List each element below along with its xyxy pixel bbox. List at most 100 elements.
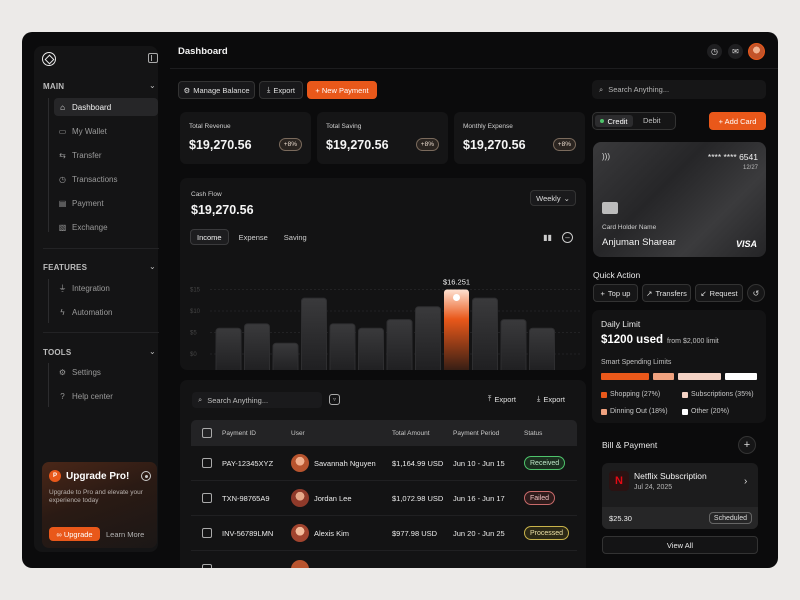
- sidebar-item-label: Transactions: [72, 174, 118, 184]
- cash-flow-value: $19,270.56: [191, 203, 254, 217]
- gear-icon: ⚙: [183, 85, 191, 95]
- tab-income[interactable]: Income: [190, 229, 229, 245]
- sidebar-collapse-icon[interactable]: [148, 53, 158, 63]
- column-header[interactable]: User: [291, 429, 305, 437]
- spending-bar-subscriptions: [678, 373, 721, 380]
- row-checkbox[interactable]: [201, 563, 212, 568]
- sidebar-item-automation[interactable]: ϟ Automation: [54, 303, 158, 321]
- bill-footer: $25.30 Scheduled: [602, 507, 758, 529]
- tab-expense[interactable]: Expense: [238, 232, 268, 242]
- bar[interactable]: [500, 319, 527, 370]
- more-icon[interactable]: –: [562, 232, 573, 243]
- sidebar-item-label: Help center: [72, 391, 113, 401]
- quick-action-title: Quick Action: [593, 270, 641, 280]
- tab-saving[interactable]: Saving: [283, 232, 307, 242]
- payment-period: Jun 10 - Jun 15: [453, 458, 505, 468]
- export-button[interactable]: ⤓ Export: [259, 81, 303, 99]
- bar[interactable]: [301, 297, 327, 370]
- spending-bar-other: [725, 373, 757, 380]
- sidebar-item-transfer[interactable]: ⇆ Transfer: [54, 146, 158, 164]
- upgrade-button[interactable]: ∞ Upgrade: [49, 527, 100, 541]
- bar[interactable]: [272, 342, 299, 370]
- chevron-down-icon[interactable]: ⌄: [149, 262, 156, 271]
- payments-table: Payment ID User Total Amount Payment Per…: [191, 420, 577, 568]
- row-checkbox[interactable]: [201, 493, 212, 503]
- column-header[interactable]: Payment ID: [222, 429, 256, 437]
- table-row[interactable]: PAY-12345XYZ Savannah Nguyen $1,164.99 U…: [191, 446, 577, 481]
- chevron-down-icon[interactable]: ⌄: [149, 347, 156, 356]
- bar[interactable]: [358, 327, 384, 370]
- table-search-input[interactable]: ⌕ Search Anything...: [192, 392, 322, 408]
- export-button[interactable]: ⤒ Export: [488, 394, 516, 404]
- bar[interactable]: [215, 327, 242, 370]
- column-header[interactable]: Total Amount: [392, 429, 430, 437]
- arrow-up-right-icon: ↗: [646, 288, 653, 298]
- top-up-button[interactable]: + Top up: [593, 284, 638, 302]
- status-badge: Scheduled: [708, 512, 752, 524]
- add-card-button[interactable]: + Add Card: [709, 112, 766, 130]
- bar[interactable]: [244, 323, 270, 370]
- bar[interactable]: [329, 323, 356, 370]
- y-tick-label: $5: [190, 331, 197, 337]
- request-button[interactable]: ↙ Request: [695, 284, 743, 302]
- highlight-dot: [453, 294, 460, 301]
- debit-tab[interactable]: Debit: [643, 116, 661, 125]
- learn-more-link[interactable]: Learn More: [106, 530, 145, 539]
- chip-icon: [602, 202, 618, 214]
- period-select-value: Weekly: [536, 193, 561, 203]
- table-row[interactable]: [191, 551, 577, 568]
- sidebar-item-integration[interactable]: ⏚ Integration: [54, 279, 158, 297]
- sidebar-item-exchange[interactable]: ▧ Exchange: [54, 218, 158, 236]
- column-header[interactable]: Payment Period: [453, 429, 500, 437]
- bar[interactable]: [415, 306, 441, 370]
- clock-icon[interactable]: ◷: [707, 44, 722, 59]
- bar-chart-icon[interactable]: ▮▮: [543, 233, 552, 242]
- search-input[interactable]: ⌕ Search Anything...: [592, 80, 766, 99]
- filter-icon[interactable]: ▿: [329, 394, 340, 405]
- stat-label: Total Revenue: [189, 123, 231, 130]
- period-select[interactable]: Weekly ⌄: [530, 190, 576, 206]
- sidebar-item-dashboard[interactable]: ⌂ Dashboard: [54, 98, 158, 116]
- view-all-button[interactable]: View All: [602, 536, 758, 554]
- history-icon[interactable]: ↺: [747, 284, 765, 302]
- bar[interactable]: [529, 327, 555, 370]
- new-payment-button[interactable]: + New Payment: [307, 81, 377, 99]
- bill-item[interactable]: N Netflix Subscription Jul 24, 2025 › $2…: [602, 463, 758, 529]
- credit-tab[interactable]: Credit: [595, 115, 633, 127]
- sidebar-item-payment[interactable]: ▤ Payment: [54, 194, 158, 212]
- bar[interactable]: [472, 297, 498, 370]
- wallet-icon: ▭: [58, 126, 67, 136]
- dismiss-icon[interactable]: [141, 471, 151, 481]
- spending-bar-shopping: [601, 373, 649, 380]
- sidebar-item-transactions[interactable]: ◷ Transactions: [54, 170, 158, 188]
- transfers-button[interactable]: ↗ Transfers: [642, 284, 691, 302]
- sidebar-item-label: Dashboard: [72, 102, 112, 112]
- avatar[interactable]: [748, 43, 765, 60]
- table-row[interactable]: TXN-98765A9 Jordan Lee $1,072.98 USD Jun…: [191, 481, 577, 516]
- credit-card[interactable]: ))) **** **** 6541 12/27 Card Holder Nam…: [593, 142, 766, 257]
- sidebar-item-my-wallet[interactable]: ▭ My Wallet: [54, 122, 158, 140]
- chevron-down-icon[interactable]: ⌄: [149, 81, 156, 90]
- table-row[interactable]: INV-56789LMN Alexis Kim $977.98 USD Jun …: [191, 516, 577, 551]
- bar-highlighted[interactable]: [444, 289, 469, 371]
- bar[interactable]: [386, 319, 413, 370]
- nav-tree-line: [48, 363, 49, 407]
- limit-used: $1200 used: [601, 334, 664, 346]
- sidebar-item-help-center[interactable]: ? Help center: [54, 387, 158, 405]
- bolt-icon: ϟ: [60, 307, 65, 317]
- chevron-right-icon[interactable]: ›: [744, 476, 748, 487]
- select-all-checkbox[interactable]: [201, 428, 212, 438]
- row-checkbox[interactable]: [201, 458, 212, 468]
- manage-balance-button[interactable]: ⚙ Manage Balance: [178, 81, 255, 99]
- row-checkbox[interactable]: [201, 528, 212, 538]
- user-name: Jordan Lee: [314, 493, 352, 503]
- legend-label: Other (20%): [691, 408, 730, 415]
- inbox-icon[interactable]: ✉: [728, 44, 743, 59]
- add-bill-icon[interactable]: +: [738, 436, 756, 454]
- gear-icon: ⚙: [58, 367, 67, 377]
- export-button[interactable]: ⤓ Export: [537, 394, 565, 404]
- sidebar-item-settings[interactable]: ⚙ Settings: [54, 363, 158, 381]
- section-title-features: FEATURES: [43, 263, 88, 272]
- upload-icon: ⤒: [488, 394, 492, 403]
- column-header[interactable]: Status: [524, 429, 543, 437]
